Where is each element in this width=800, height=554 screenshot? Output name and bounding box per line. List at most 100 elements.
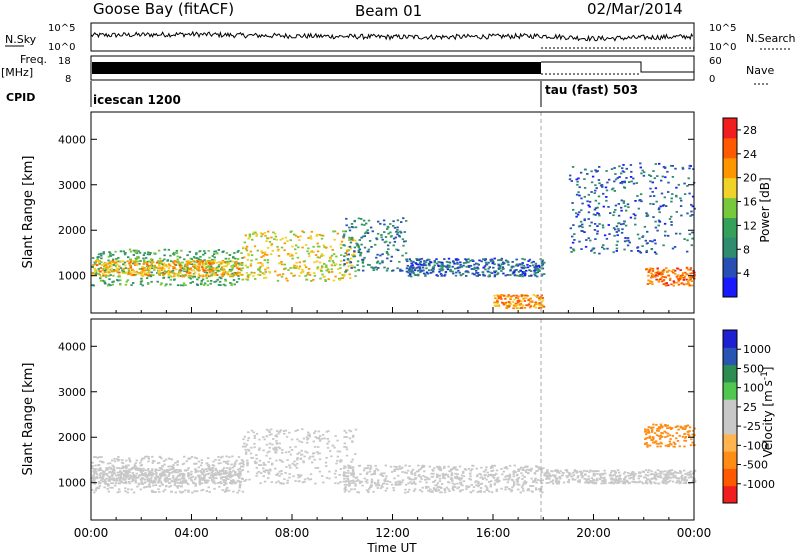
scatter-cell bbox=[508, 473, 511, 476]
scatter-cell bbox=[497, 297, 500, 300]
scatter-cell bbox=[202, 284, 206, 286]
scatter-cell bbox=[417, 464, 420, 467]
scatter-cell bbox=[622, 202, 626, 204]
scatter-cell bbox=[193, 478, 197, 481]
scatter-cell bbox=[356, 491, 359, 493]
scatter-cell bbox=[221, 468, 224, 471]
scatter-cell bbox=[532, 480, 535, 482]
scatter-cell bbox=[646, 428, 650, 431]
scatter-cell bbox=[512, 265, 515, 268]
scatter-cell bbox=[299, 235, 302, 238]
scatter-cell bbox=[169, 465, 172, 468]
scatter-cell bbox=[376, 260, 380, 263]
scatter-cell bbox=[612, 251, 615, 254]
scatter-cell bbox=[385, 240, 388, 243]
scatter-cell bbox=[683, 433, 686, 436]
scatter-cell bbox=[191, 491, 194, 494]
scatter-cell bbox=[555, 482, 559, 485]
scatter-cell bbox=[650, 281, 654, 283]
scatter-cell bbox=[458, 271, 461, 274]
scatter-cell bbox=[233, 474, 236, 476]
scatter-cell bbox=[623, 471, 627, 474]
scatter-cell bbox=[192, 260, 195, 262]
scatter-cell bbox=[186, 271, 189, 274]
scatter-cell bbox=[613, 190, 616, 192]
scatter-cell bbox=[459, 481, 462, 484]
scatter-cell bbox=[648, 479, 652, 482]
scatter-cell bbox=[501, 268, 504, 270]
scatter-cell bbox=[132, 270, 135, 272]
scatter-cell bbox=[665, 474, 669, 476]
scatter-cell bbox=[306, 272, 310, 274]
scatter-cell bbox=[216, 482, 220, 484]
scatter-cell bbox=[466, 270, 469, 273]
scatter-cell bbox=[220, 277, 223, 280]
scatter-cell bbox=[269, 468, 272, 471]
scatter-cell bbox=[132, 475, 135, 477]
scatter-cell bbox=[268, 433, 272, 436]
scatter-cell bbox=[162, 472, 166, 474]
scatter-cell bbox=[472, 268, 476, 271]
scatter-cell bbox=[318, 440, 322, 442]
scatter-cell bbox=[662, 244, 665, 247]
scatter-cell bbox=[129, 260, 133, 263]
scatter-cell bbox=[618, 475, 621, 478]
scatter-cell bbox=[557, 481, 560, 484]
scatter-cell bbox=[395, 230, 398, 233]
scatter-cell bbox=[359, 254, 362, 257]
scatter-cell bbox=[307, 434, 310, 436]
scatter-cell bbox=[307, 431, 310, 434]
scatter-cell bbox=[659, 475, 662, 477]
scatter-cell bbox=[687, 177, 690, 180]
scatter-cell bbox=[487, 474, 491, 476]
scatter-cell bbox=[493, 483, 496, 486]
scatter-cell bbox=[535, 488, 538, 491]
scatter-cell bbox=[344, 230, 347, 233]
scatter-cell bbox=[223, 484, 226, 486]
scatter-cell bbox=[117, 456, 120, 458]
scatter-cell bbox=[217, 459, 221, 461]
scatter-cell bbox=[456, 482, 459, 485]
scatter-cell bbox=[209, 282, 212, 285]
colorbar-swatch bbox=[723, 237, 737, 258]
scatter-cell bbox=[661, 481, 664, 484]
scatter-cell bbox=[210, 267, 213, 270]
scatter-cell bbox=[602, 477, 605, 479]
scatter-cell bbox=[224, 472, 227, 475]
scatter-cell bbox=[483, 477, 486, 479]
scatter-cell bbox=[194, 485, 197, 487]
scatter-cell bbox=[604, 186, 608, 189]
scatter-cell bbox=[234, 482, 237, 485]
scatter-cell bbox=[523, 476, 526, 478]
scatter-cell bbox=[639, 166, 642, 169]
scatter-cell bbox=[227, 478, 230, 480]
scatter-cell bbox=[255, 472, 259, 475]
scatter-cell bbox=[127, 262, 131, 265]
scatter-cell bbox=[250, 259, 253, 262]
scatter-cell bbox=[128, 482, 131, 485]
scatter-cell bbox=[477, 482, 480, 485]
scatter-cell bbox=[670, 283, 673, 286]
scatter-cell bbox=[145, 277, 149, 279]
colorbar-tick-label: 4 bbox=[743, 267, 750, 280]
scatter-cell bbox=[448, 266, 451, 268]
scatter-cell bbox=[297, 236, 300, 238]
scatter-cell bbox=[141, 267, 144, 270]
scatter-cell bbox=[310, 237, 313, 240]
scatter-cell bbox=[534, 274, 537, 277]
scatter-cell bbox=[470, 484, 473, 486]
scatter-cell bbox=[617, 214, 621, 217]
scatter-cell bbox=[498, 267, 502, 270]
scatter-cell bbox=[264, 234, 267, 237]
scatter-cell bbox=[665, 282, 668, 284]
scatter-cell bbox=[502, 303, 506, 306]
scatter-cell bbox=[285, 466, 288, 468]
scatter-cell bbox=[539, 477, 543, 480]
scatter-cell bbox=[124, 471, 127, 474]
scatter-cell bbox=[125, 466, 128, 468]
scatter-cell bbox=[140, 471, 143, 474]
scatter-cell bbox=[111, 482, 115, 485]
scatter-cell bbox=[598, 214, 601, 217]
scatter-cell bbox=[571, 478, 574, 480]
scatter-cell bbox=[351, 436, 355, 438]
